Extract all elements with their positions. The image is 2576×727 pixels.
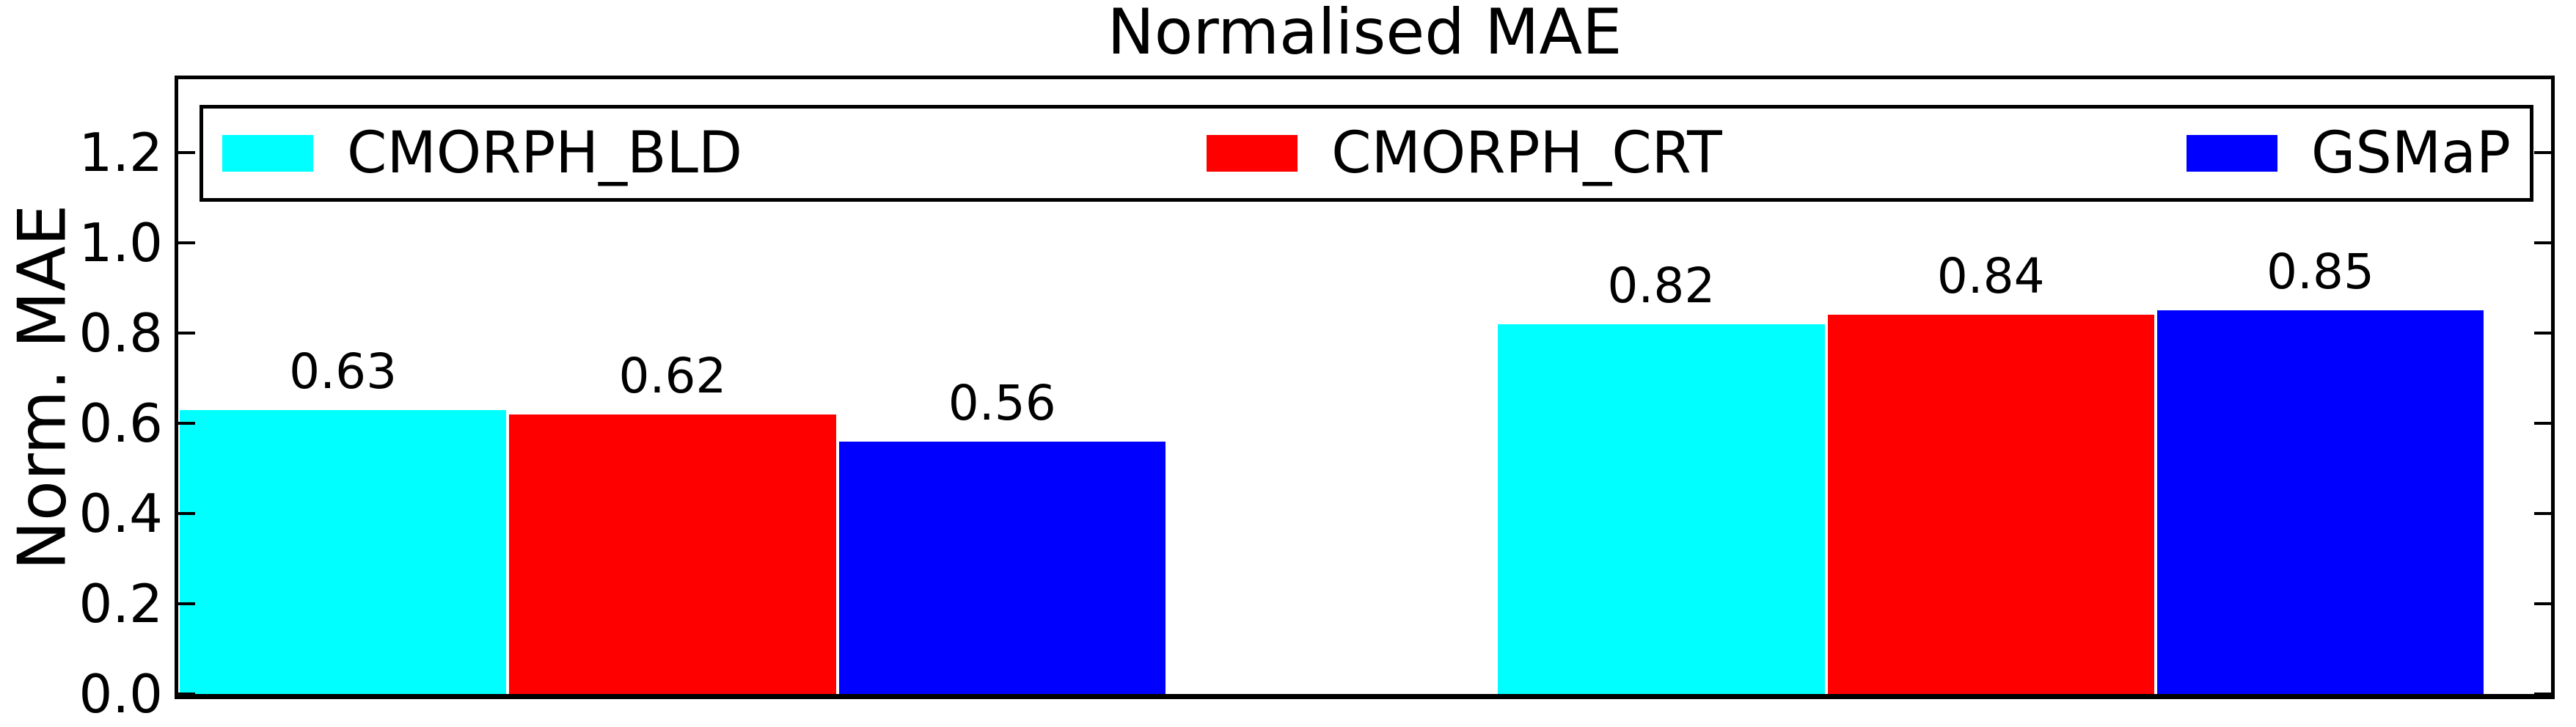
legend-swatch-icon <box>222 135 313 172</box>
y-tick-mark-left <box>178 332 195 335</box>
legend-swatch-icon <box>1207 135 1298 172</box>
legend-label: GSMaP <box>2310 120 2511 186</box>
y-tick-label: 1.0 <box>78 212 163 274</box>
y-tick-label: 0.2 <box>78 573 163 635</box>
y-tick-label: 0.4 <box>78 483 163 544</box>
bar-cmorph_crt-group2 <box>1827 315 2154 694</box>
y-tick-mark-right <box>2534 512 2551 515</box>
bar-value-label: 0.82 <box>1607 257 1716 314</box>
y-tick-mark-left <box>178 693 195 695</box>
bar-gsmap-group1 <box>838 441 1166 694</box>
bar-value-label: 0.56 <box>948 374 1056 431</box>
y-tick-mark-left <box>178 602 195 605</box>
chart-title: Normalised MAE <box>1107 0 1622 69</box>
bar-value-label: 0.62 <box>618 347 727 404</box>
y-tick-label: 0.8 <box>78 302 163 364</box>
y-tick-label: 0.6 <box>78 392 163 454</box>
y-tick-mark-left <box>178 241 195 244</box>
y-tick-mark-right <box>2534 151 2551 154</box>
legend-item-gsmap: GSMaP <box>2186 120 2511 186</box>
y-tick-mark-right <box>2534 332 2551 335</box>
y-tick-mark-right <box>2534 241 2551 244</box>
legend-item-cmorph_bld: CMORPH_BLD <box>222 125 742 182</box>
y-tick-label: 1.2 <box>78 122 163 183</box>
y-tick-mark-right <box>2534 602 2551 605</box>
y-tick-label: 0.0 <box>78 663 163 725</box>
legend-swatch-icon <box>2186 135 2277 172</box>
y-tick-mark-left <box>178 422 195 425</box>
bar-value-label: 0.84 <box>1936 248 2045 305</box>
y-tick-mark-left <box>178 151 195 154</box>
legend-label: CMORPH_CRT <box>1331 120 1722 186</box>
bar-cmorph_bld-group1 <box>180 409 507 694</box>
bar-value-label: 0.85 <box>2266 244 2374 301</box>
y-tick-mark-left <box>178 512 195 515</box>
legend-item-cmorph_crt: CMORPH_CRT <box>1207 125 1722 182</box>
bar-cmorph_bld-group2 <box>1498 324 1825 694</box>
y-tick-mark-right <box>2534 693 2551 695</box>
bar-value-label: 0.63 <box>289 343 398 400</box>
y-tick-mark-right <box>2534 422 2551 425</box>
bar-cmorph_crt-group1 <box>509 414 836 694</box>
bar-gsmap-group2 <box>2156 310 2484 694</box>
legend: CMORPH_BLD CMORPH_CRT GSMaP <box>200 105 2533 202</box>
legend-label: CMORPH_BLD <box>347 120 743 186</box>
